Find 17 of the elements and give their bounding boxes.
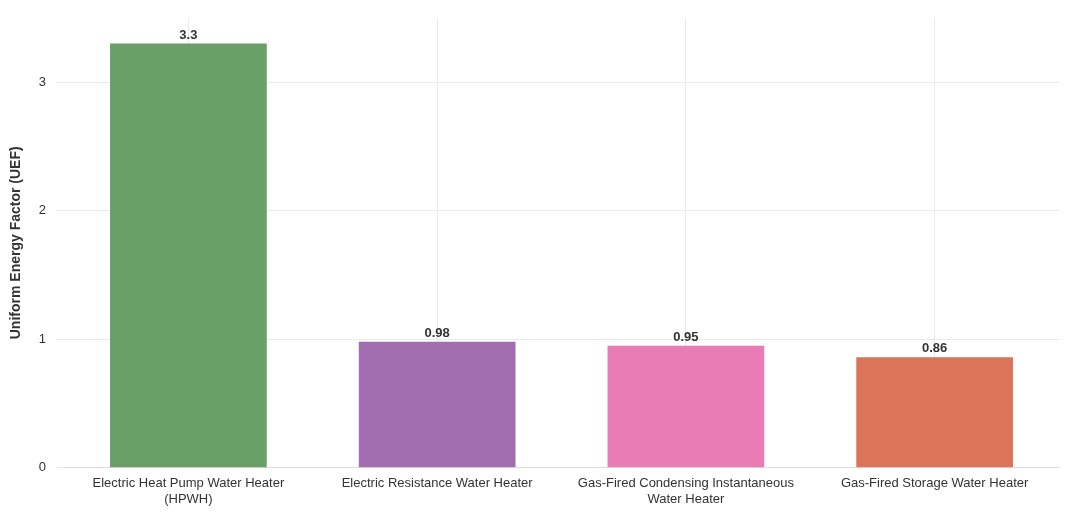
- y-axis-title: Uniform Energy Factor (UEF): [7, 146, 24, 340]
- bar: [358, 341, 516, 468]
- data-label: 0.98: [424, 324, 450, 340]
- y-tick-label: 1: [38, 330, 47, 346]
- x-tick-label: Electric Resistance Water Heater: [341, 475, 534, 491]
- x-tick-label: Gas-Fired Storage Water Heater: [840, 475, 1029, 491]
- bar: [856, 357, 1013, 468]
- data-label: 0.95: [673, 328, 699, 344]
- y-tick-label: 3: [38, 73, 47, 89]
- y-tick-label: 0: [38, 459, 47, 475]
- x-tick-label: Gas-Fired Condensing Instantaneous Water Heater: [577, 475, 795, 506]
- y-tick-label: 2: [38, 202, 47, 218]
- x-tick-label: Electric Heat Pump Water Heater (HPWH): [92, 475, 285, 506]
- bar: [110, 43, 267, 468]
- data-label: 0.86: [921, 340, 948, 356]
- bar: [607, 345, 765, 468]
- data-label: 3.3: [179, 26, 198, 42]
